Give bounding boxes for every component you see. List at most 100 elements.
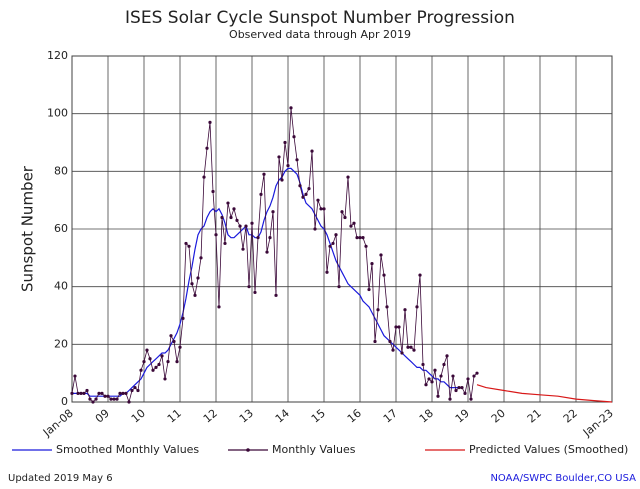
data-point [241, 247, 245, 251]
x-tick-label: 21 [525, 407, 544, 426]
data-point [466, 377, 470, 381]
data-point [403, 308, 407, 312]
data-point [415, 305, 419, 309]
data-point [457, 385, 461, 390]
data-point [136, 388, 140, 393]
data-point [295, 158, 299, 162]
data-point [190, 282, 194, 286]
data-point [373, 339, 377, 344]
data-point [388, 339, 392, 344]
data-point [280, 178, 284, 182]
data-point [268, 236, 272, 240]
x-tick-label: 15 [309, 407, 328, 426]
x-tick-label: 16 [345, 407, 364, 426]
data-point [352, 221, 356, 225]
y-tick-label: 100 [47, 107, 68, 120]
x-tick-label: 10 [129, 407, 148, 426]
data-point [235, 218, 239, 222]
data-point [382, 273, 386, 277]
data-point [322, 207, 326, 211]
y-tick-label: 40 [54, 280, 68, 293]
data-point [349, 224, 353, 228]
data-point [406, 345, 410, 349]
data-point [121, 391, 125, 395]
data-point [298, 184, 302, 188]
data-point [70, 391, 74, 395]
data-point [250, 221, 254, 225]
data-point [154, 365, 158, 369]
y-axis-title: Sunspot Number [19, 165, 37, 292]
series-line [476, 384, 613, 403]
data-point [358, 236, 362, 240]
data-point [265, 250, 269, 254]
data-point [313, 227, 317, 231]
data-point [148, 357, 152, 361]
x-tick-label: 19 [453, 407, 472, 426]
data-point [418, 273, 422, 277]
data-point [445, 354, 449, 358]
data-point [169, 334, 173, 338]
data-point [307, 187, 311, 191]
data-point [424, 383, 428, 387]
data-point [376, 308, 380, 312]
data-point [217, 305, 221, 309]
data-point [412, 348, 416, 352]
x-tick-label: 18 [417, 407, 436, 426]
data-point [379, 253, 383, 257]
data-point [97, 391, 101, 395]
data-point [421, 362, 425, 367]
data-point [208, 120, 212, 124]
data-point [145, 348, 149, 352]
y-tick-label: 0 [61, 395, 68, 408]
data-point [475, 371, 479, 375]
x-tick-label: Jan-23 [580, 407, 616, 440]
chart-title: ISES Solar Cycle Sunspot Number Progress… [125, 8, 515, 28]
data-point [157, 362, 161, 367]
data-point [73, 374, 77, 378]
data-point [310, 149, 314, 153]
updated-note: Updated 2019 May 6 [8, 473, 113, 484]
y-tick-label: 20 [54, 337, 68, 350]
data-point [346, 175, 350, 179]
data-point [82, 391, 86, 395]
x-tick-label: 12 [201, 407, 220, 426]
data-point [448, 397, 452, 401]
x-tick-label: 09 [93, 407, 112, 426]
legend-label: Predicted Values (Smoothed) [469, 443, 628, 456]
data-point [91, 400, 95, 404]
x-tick-label: 17 [381, 407, 400, 426]
data-point [427, 377, 431, 381]
data-point [259, 192, 263, 196]
data-point [247, 285, 251, 289]
x-tick-label: 20 [489, 407, 508, 426]
data-point [319, 207, 323, 211]
data-point [301, 195, 305, 199]
data-point [394, 325, 398, 329]
data-point [139, 368, 143, 372]
x-tick-label: 11 [165, 407, 184, 426]
data-point [112, 397, 116, 401]
data-point [274, 293, 278, 297]
data-point [88, 397, 92, 401]
data-point [331, 241, 335, 246]
data-point [94, 397, 98, 401]
data-point [133, 385, 137, 390]
data-point [430, 380, 434, 384]
data-point [226, 201, 230, 205]
data-point [334, 233, 338, 237]
data-point [214, 233, 218, 237]
data-point [118, 391, 122, 395]
data-point [205, 146, 209, 150]
legend-label: Smoothed Monthly Values [56, 443, 199, 456]
data-point [163, 377, 167, 381]
data-point [142, 360, 146, 364]
data-point [286, 163, 290, 168]
data-point [130, 388, 134, 393]
data-point [370, 262, 374, 266]
x-tick-label: 22 [561, 407, 580, 426]
credit-note: NOAA/SWPC Boulder,CO USA [490, 473, 636, 484]
data-point [166, 360, 170, 364]
data-point [361, 236, 365, 240]
